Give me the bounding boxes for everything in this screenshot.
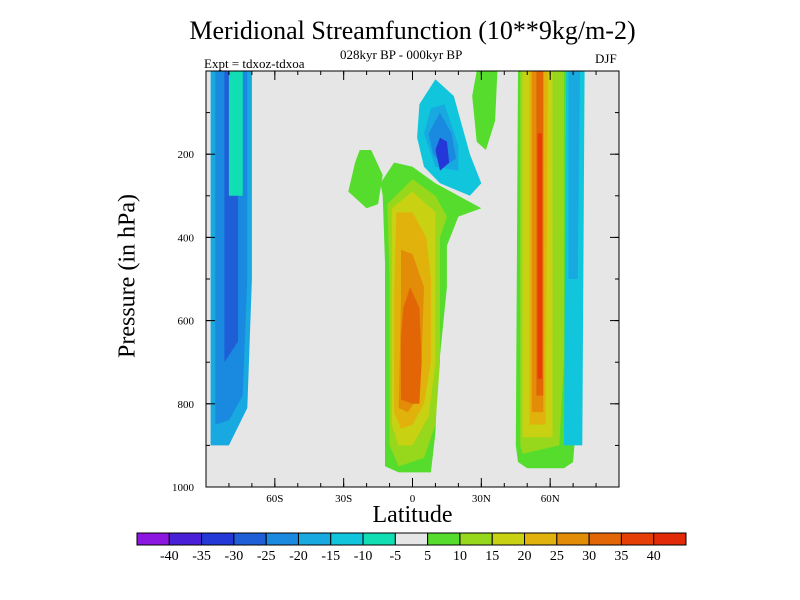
colorbar-box — [491, 532, 526, 546]
colorbar-label: 20 — [518, 549, 532, 564]
chart-title: Meridional Streamfunction (10**9kg/m-2) — [189, 16, 636, 45]
colorbar-box — [168, 532, 203, 546]
colorbar-label: -40 — [160, 549, 179, 564]
colorbar-label: -20 — [289, 549, 308, 564]
colorbar-box — [201, 532, 235, 546]
colorbar-box — [524, 532, 558, 546]
experiment-label: Expt = tdxoz-tdxoa — [204, 56, 305, 71]
contour-region-24 — [568, 71, 580, 279]
y-tick-label: 400 — [178, 232, 195, 244]
y-tick-label: 600 — [178, 316, 195, 328]
colorbar-label: 15 — [485, 549, 499, 564]
colorbar-box — [427, 532, 461, 546]
colorbar-box — [394, 532, 429, 546]
colorbar: -40 -35 -30 -25 -20 -15 -10 -5 5 10 15 20 25 30 35 40 — [136, 532, 687, 564]
colorbar-box — [459, 532, 493, 546]
colorbar-box — [330, 532, 364, 546]
colorbar-label: 30 — [582, 549, 596, 564]
x-tick-label: 30N — [472, 493, 491, 505]
contour-region-14 — [401, 287, 422, 404]
contour-region-4 — [348, 150, 383, 209]
x-tick-label: 60S — [266, 493, 283, 505]
colorbar-label: -15 — [321, 549, 340, 564]
season-label: DJF — [595, 51, 617, 66]
colorbar-label: -25 — [257, 549, 276, 564]
y-tick-label: 200 — [178, 149, 195, 161]
contour-region-22 — [537, 133, 543, 379]
colorbar-box — [136, 532, 170, 546]
x-tick-label: 30S — [335, 493, 352, 505]
colorbar-box — [556, 532, 590, 546]
colorbar-label: -30 — [225, 549, 244, 564]
contour-region-3 — [228, 71, 243, 196]
x-axis-label: Latitude — [372, 502, 453, 528]
plot-area — [206, 71, 619, 487]
colorbar-label: 40 — [647, 549, 661, 564]
contour-region-8 — [435, 137, 450, 171]
colorbar-label: -5 — [390, 549, 402, 564]
colorbar-label: 35 — [614, 549, 628, 564]
colorbar-label: -10 — [354, 549, 373, 564]
x-tick-label: 0 — [410, 493, 416, 505]
colorbar-label: 25 — [550, 549, 564, 564]
y-tick-label: 800 — [178, 399, 195, 411]
colorbar-label: -35 — [192, 549, 211, 564]
colorbar-box — [297, 532, 332, 546]
colorbar-box — [588, 532, 622, 546]
colorbar-box — [233, 532, 267, 546]
colorbar-box — [620, 532, 655, 546]
colorbar-box — [653, 532, 687, 546]
colorbar-label: 10 — [453, 549, 467, 564]
colorbar-box — [265, 532, 299, 546]
x-tick-label: 60N — [541, 493, 560, 505]
colorbar-box — [362, 532, 396, 546]
colorbar-label: 5 — [424, 549, 431, 564]
contour-regions — [210, 71, 585, 473]
y-tick-label: 1000 — [172, 482, 195, 494]
contour-region-15 — [472, 71, 498, 150]
chart-subtitle: 028kyr BP - 000kyr BP — [340, 47, 463, 62]
axes: 60S 30S 0 30N 60N 200 400 600 800 1000 — [172, 70, 620, 505]
